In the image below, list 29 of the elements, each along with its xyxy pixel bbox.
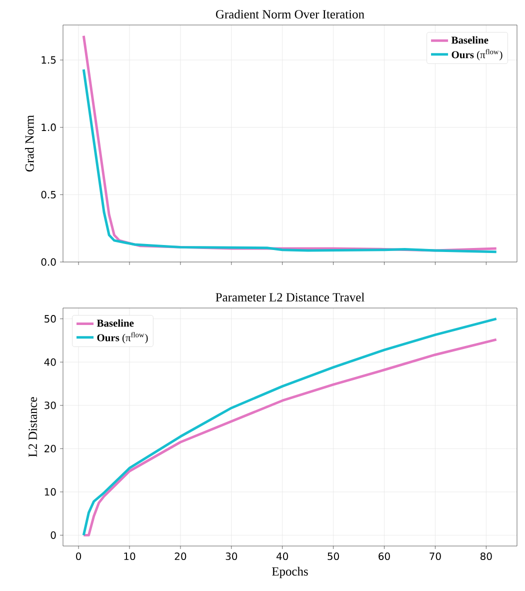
x-tick-label: 50	[328, 552, 339, 560]
legend-label: Baseline	[96, 319, 134, 327]
y-tick-label: 10	[44, 488, 56, 496]
x-tick-label: 60	[378, 552, 390, 560]
y-tick-label: 0.5	[41, 190, 56, 198]
y-tick-label: 0	[50, 531, 56, 539]
y-tick-label: 1.0	[42, 124, 56, 132]
y-axis-title: Grad Norm	[25, 115, 34, 172]
y-tick-label: 30	[44, 402, 56, 410]
x-tick-label: 0	[76, 552, 82, 560]
x-tick-label: 20	[174, 552, 186, 560]
x-tick-label: 80	[480, 552, 492, 560]
x-axis-title: Epochs	[272, 566, 308, 578]
line-series	[82, 68, 498, 254]
legend-label: Ours (π$^{flow}$)	[97, 332, 148, 344]
y-tick-label: 0.0	[41, 258, 56, 266]
x-tick-label: 40	[276, 552, 288, 560]
x-tick-label: 30	[226, 552, 238, 560]
legend-label: Baseline	[451, 36, 488, 44]
y-tick-label: 1.5	[42, 56, 56, 64]
x-tick-label: 10	[124, 552, 136, 560]
chart-title: Parameter L2 Distance Travel	[216, 292, 364, 302]
y-tick-label: 40	[44, 358, 56, 366]
y-axis-title: L2 Distance	[28, 397, 37, 457]
y-tick-label: 20	[44, 444, 56, 452]
chart-title: Gradient Norm Over Iteration	[216, 10, 364, 18]
legend-label: Ours (π$^{flow}$)	[452, 49, 502, 60]
y-tick-label: 50	[44, 315, 56, 323]
x-tick-label: 70	[430, 552, 441, 560]
